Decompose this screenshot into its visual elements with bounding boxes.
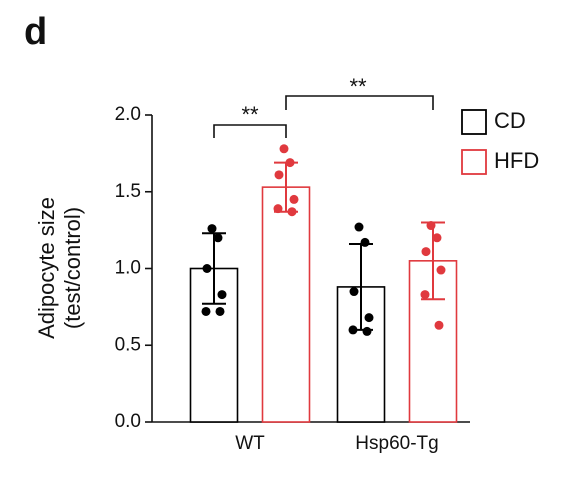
data-point bbox=[426, 221, 436, 231]
data-point bbox=[217, 290, 227, 300]
legend-label: CD bbox=[494, 108, 526, 133]
data-point bbox=[364, 313, 374, 323]
data-point bbox=[207, 224, 217, 234]
data-point bbox=[279, 144, 289, 154]
panel-label: d bbox=[24, 11, 47, 53]
y-tick-label: 2.0 bbox=[115, 104, 141, 125]
data-point bbox=[349, 287, 359, 297]
data-point bbox=[273, 204, 283, 214]
bracket bbox=[285, 95, 434, 110]
legend-swatch bbox=[461, 109, 487, 135]
bracket bbox=[213, 124, 287, 138]
legend-swatch bbox=[461, 149, 487, 175]
bar bbox=[261, 186, 311, 423]
data-point bbox=[213, 233, 223, 243]
significance: ** bbox=[349, 74, 367, 99]
data-point bbox=[362, 326, 372, 336]
data-point bbox=[202, 264, 212, 273]
x-tick-label: WT bbox=[235, 433, 265, 454]
data-point bbox=[285, 158, 295, 168]
y-tick-label: 0.5 bbox=[115, 334, 141, 355]
legend-label: HFD bbox=[494, 148, 539, 173]
x-tick-label: Hsp60-Tg bbox=[355, 433, 438, 454]
data-point bbox=[421, 247, 431, 257]
y-tick-label: 1.5 bbox=[115, 181, 141, 202]
data-point bbox=[348, 325, 358, 335]
data-point bbox=[289, 194, 299, 204]
y-label-line: (test/control) bbox=[60, 207, 85, 329]
y-label: Adipocyte size (test/control) bbox=[34, 197, 85, 339]
significance: ** bbox=[241, 102, 259, 127]
data-point bbox=[354, 222, 364, 232]
data-point bbox=[201, 306, 211, 316]
data-point bbox=[274, 170, 284, 180]
data-point bbox=[436, 265, 446, 275]
data-point bbox=[215, 306, 225, 316]
y-tick-label: 1.0 bbox=[115, 258, 141, 279]
data-point bbox=[420, 290, 430, 300]
data-point bbox=[434, 320, 444, 330]
data-point bbox=[287, 207, 297, 217]
y-label-line: Adipocyte size bbox=[34, 197, 59, 339]
y-tick-label: 0.0 bbox=[115, 411, 141, 432]
data-point bbox=[360, 237, 370, 247]
data-point bbox=[432, 233, 442, 243]
